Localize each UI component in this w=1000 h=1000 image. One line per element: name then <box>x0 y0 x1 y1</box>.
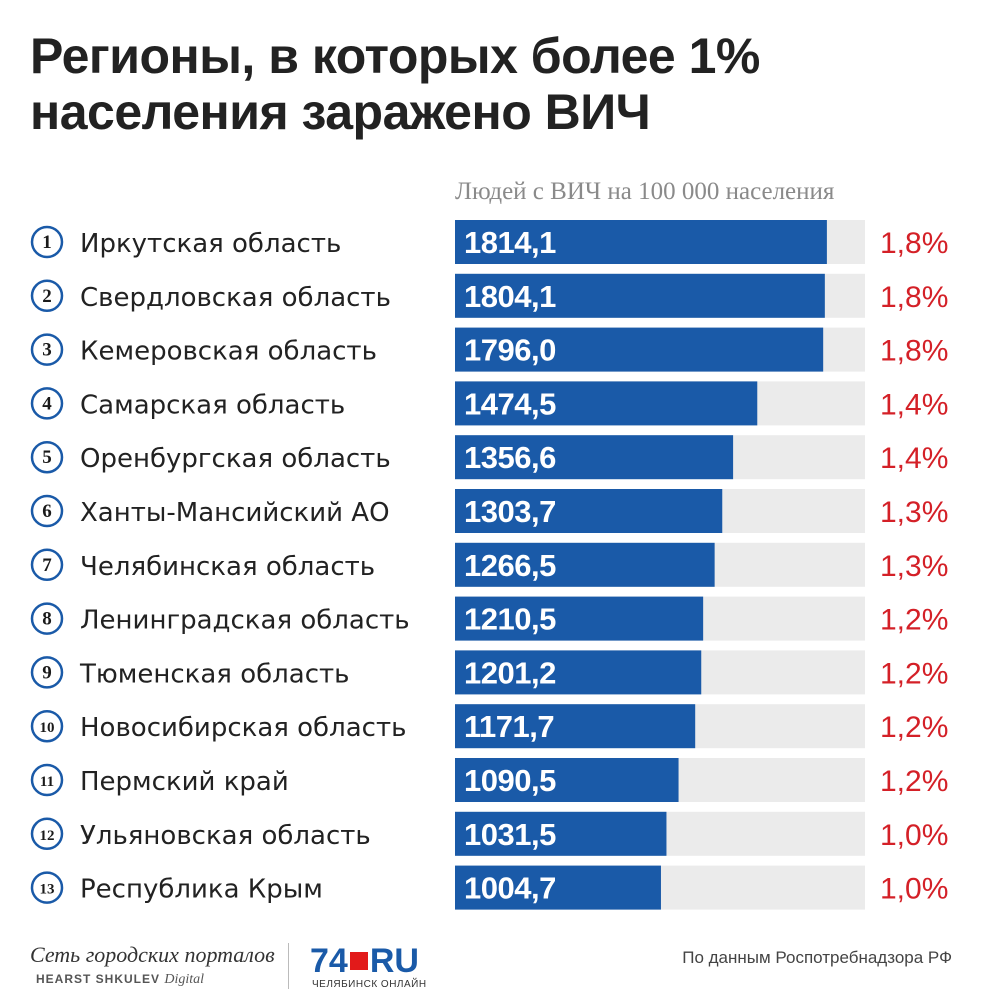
rank-circle-icon <box>30 494 64 528</box>
bar <box>455 327 824 372</box>
category-label: Свердловская область <box>80 283 391 313</box>
chart-title-line-1: Регионы, в которых более 1% <box>30 28 760 84</box>
bar-value-label: 1201,2 <box>464 655 556 690</box>
rank-circle-icon <box>30 817 64 851</box>
rank-circle-icon <box>30 763 64 797</box>
bar-value-label: 1171,7 <box>464 709 554 744</box>
rank-number: 5 <box>42 447 52 468</box>
bar <box>455 273 825 318</box>
rank-number: 4 <box>42 393 52 414</box>
rank-circle-icon <box>30 279 64 313</box>
logo-subtitle: ЧЕЛЯБИНСК ОНЛАЙН <box>312 979 427 990</box>
rank-number: 11 <box>40 774 54 790</box>
bar <box>455 811 667 856</box>
rank-number: 6 <box>42 501 52 522</box>
bar-value-label: 1266,5 <box>464 548 556 583</box>
percent-label: 1,3% <box>880 550 948 583</box>
percent-label: 1,2% <box>880 765 948 798</box>
bar-value-label: 1356,6 <box>464 440 556 475</box>
percent-label: 1,8% <box>880 227 948 260</box>
bar-value-label: 1031,5 <box>464 817 556 852</box>
category-label: Оренбургская область <box>80 444 391 474</box>
rank-number: 2 <box>42 286 52 307</box>
bar-value-label: 1814,1 <box>464 225 556 260</box>
logo-red-square-icon <box>349 952 368 970</box>
bar-value-label: 1474,5 <box>464 386 556 421</box>
bar <box>455 381 758 426</box>
category-label: Пермский край <box>80 767 289 797</box>
rank-circle-icon <box>30 602 64 635</box>
rank-circle-icon <box>30 709 64 743</box>
network-name: Сеть городских порталов <box>30 942 275 967</box>
rank-circle-icon <box>30 387 64 420</box>
bar-value-label: 1796,0 <box>464 333 556 368</box>
bar-value-label: 1303,7 <box>464 494 556 529</box>
rank-circle-icon <box>30 225 64 259</box>
data-source: По данным Роспотребнадзора РФ <box>682 948 952 967</box>
category-label: Ульяновская область <box>80 821 371 851</box>
bar <box>455 865 661 910</box>
site-logo[interactable]: 74 RU <box>310 942 419 980</box>
chart-subtitle: Людей с ВИЧ на 100 000 населения <box>455 178 835 205</box>
rank-number: 13 <box>40 882 55 898</box>
category-label: Республика Крым <box>80 875 323 905</box>
bar-value-label: 1804,1 <box>464 279 556 314</box>
rank-circle-icon <box>30 656 64 689</box>
rank-circle-icon <box>30 440 64 474</box>
percent-label: 1,4% <box>880 442 948 475</box>
bar <box>455 596 704 641</box>
percent-label: 1,3% <box>880 496 948 529</box>
rank-number: 12 <box>40 828 55 844</box>
network-brand-digital: Digital <box>164 972 205 987</box>
percent-label: 1,4% <box>880 388 948 421</box>
bar <box>455 220 827 264</box>
network-brand: HEARST SHKULEV Digital <box>36 972 204 988</box>
percent-label: 1,0% <box>880 873 948 906</box>
rank-circle-icon <box>30 333 64 366</box>
rank-number: 9 <box>42 662 52 683</box>
bar-value-label: 1004,7 <box>464 871 556 906</box>
category-label: Челябинская область <box>80 552 375 582</box>
category-label: Новосибирская область <box>80 713 406 743</box>
network-brand-name: HEARST SHKULEV <box>36 972 161 986</box>
bar-value-label: 1210,5 <box>464 602 556 637</box>
rank-circle-icon <box>30 871 64 904</box>
bar <box>455 704 696 749</box>
chart-title-line-2: населения заражено ВИЧ <box>30 84 651 140</box>
percent-label: 1,8% <box>880 335 948 368</box>
bar <box>455 435 734 480</box>
percent-label: 1,0% <box>880 819 948 852</box>
category-label: Иркутская область <box>80 229 341 259</box>
percent-label: 1,8% <box>880 281 948 314</box>
category-label: Тюменская область <box>79 659 349 689</box>
rank-number: 7 <box>42 555 52 576</box>
category-label: Самарская область <box>80 390 345 420</box>
rank-number: 1 <box>42 232 52 253</box>
category-label: Кемеровская область <box>80 337 377 367</box>
percent-label: 1,2% <box>880 657 948 690</box>
percent-label: 1,2% <box>880 711 948 744</box>
category-label: Ханты-Мансийский АО <box>80 498 390 528</box>
bar <box>455 650 702 695</box>
percent-label: 1,2% <box>880 604 948 637</box>
rank-circle-icon <box>30 548 64 582</box>
bar <box>455 758 679 802</box>
rank-number: 10 <box>40 720 55 736</box>
category-label: Ленинградская область <box>80 606 410 636</box>
rank-number: 8 <box>42 609 52 630</box>
bar-chart: 1 Иркутская область 1814,1 1,8% 2 Свердловска… <box>30 220 948 910</box>
bar <box>455 489 723 533</box>
logo-ru: RU <box>369 942 419 980</box>
bar <box>455 542 715 587</box>
logo-number: 74 <box>310 942 348 980</box>
bar-value-label: 1090,5 <box>464 763 556 798</box>
chart-title: Регионы, в которых более 1% населения за… <box>30 28 970 140</box>
rank-number: 3 <box>42 340 52 361</box>
footer-divider <box>288 943 289 989</box>
